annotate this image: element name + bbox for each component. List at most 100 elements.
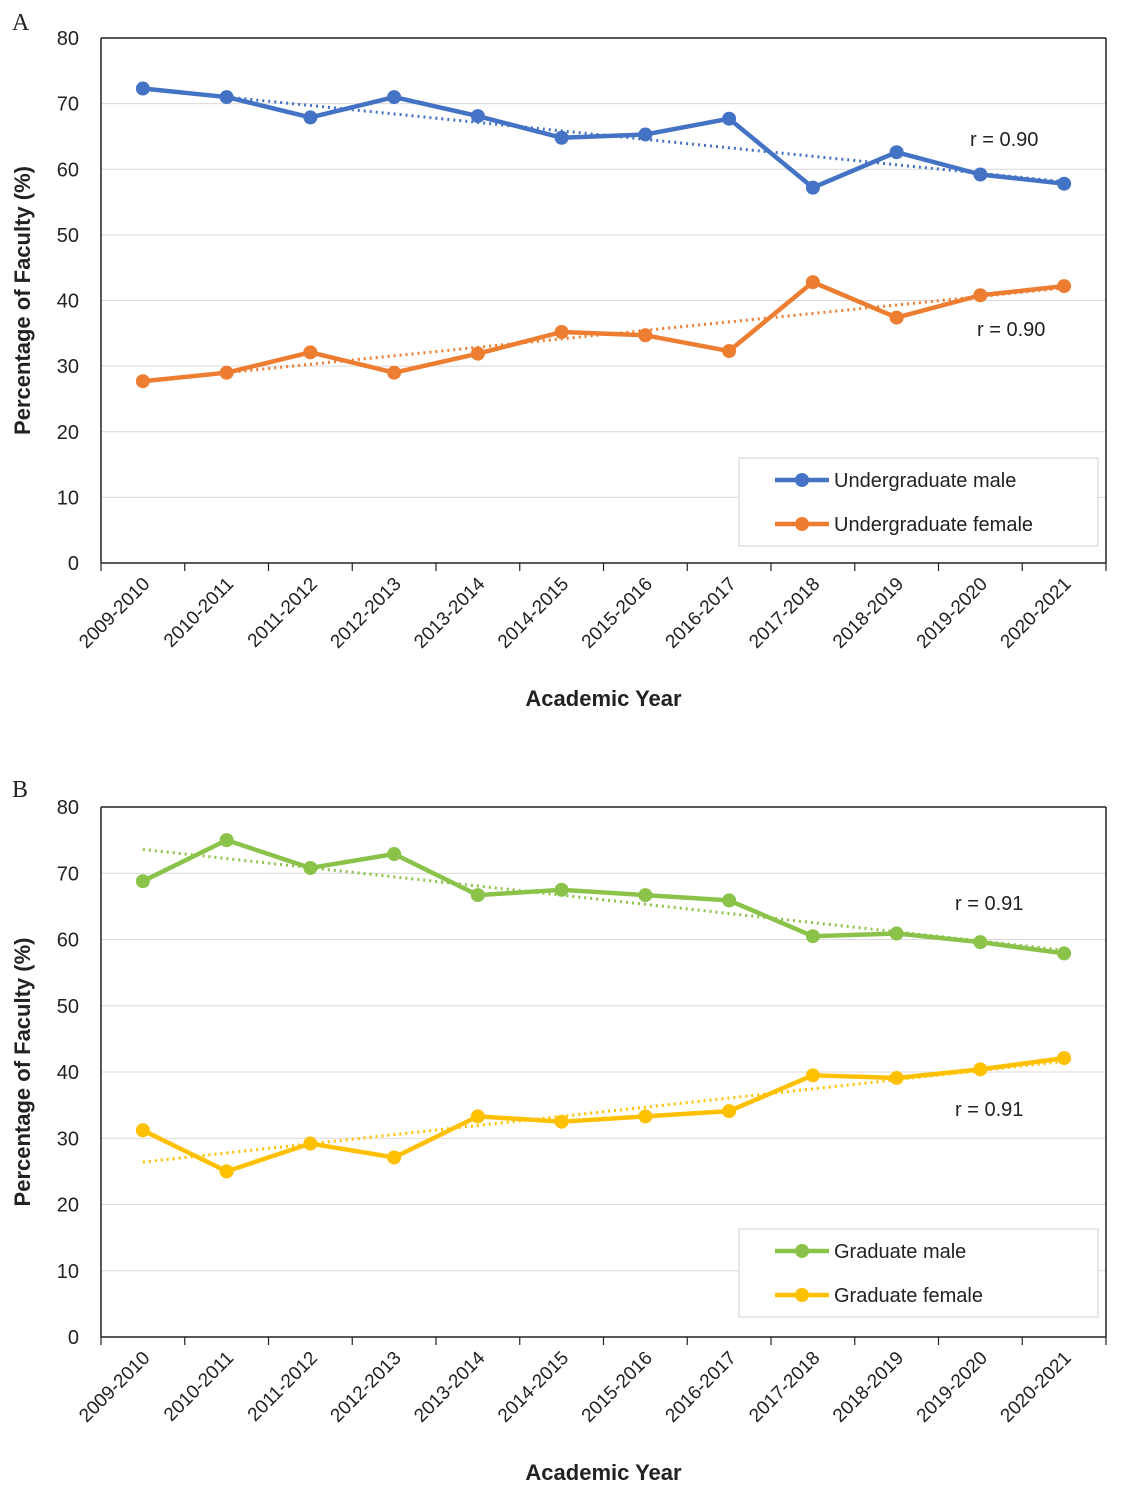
legend-swatch-marker xyxy=(795,517,809,531)
data-point-male xyxy=(889,145,904,160)
x-tick-label: 2012-2013 xyxy=(327,1348,406,1427)
data-point-male xyxy=(303,110,318,125)
data-point-male xyxy=(889,926,904,941)
data-point-male xyxy=(1057,946,1072,961)
data-point-male xyxy=(554,882,569,897)
y-tick-label: 80 xyxy=(57,28,79,50)
data-point-female xyxy=(1057,1051,1072,1066)
y-tick-label: 60 xyxy=(57,930,79,952)
x-tick-label: 2013-2014 xyxy=(410,1347,489,1426)
chart-a-svg: A 0 10 20 30 40 50 60 70 80 2009-2010 2010-2011 2011… xyxy=(10,10,1107,711)
x-axis-title: Academic Year xyxy=(525,1460,682,1485)
y-tick-label: 30 xyxy=(57,356,79,378)
data-point-male xyxy=(805,180,820,195)
data-point-male xyxy=(973,935,988,950)
data-point-female xyxy=(638,328,653,343)
correlation-annotation: r = 0.90 xyxy=(977,319,1045,341)
y-tick-label: 0 xyxy=(68,1327,79,1349)
data-point-male xyxy=(554,130,569,145)
data-point-male xyxy=(219,90,234,105)
data-point-male xyxy=(722,111,737,126)
data-point-male xyxy=(470,109,485,124)
correlation-annotation: r = 0.91 xyxy=(955,893,1023,915)
y-axis-title: Percentage of Faculty (%) xyxy=(10,938,35,1207)
x-tick-label: 2011-2012 xyxy=(244,1348,322,1426)
legend-label: Undergraduate male xyxy=(834,470,1016,492)
x-tick-label: 2010-2011 xyxy=(160,574,238,652)
x-tick-label: 2013-2014 xyxy=(410,573,489,652)
x-tick-label: 2014-2015 xyxy=(494,1348,573,1427)
data-point-female xyxy=(135,1123,150,1138)
data-point-male xyxy=(470,888,485,903)
data-point-male xyxy=(303,860,318,875)
legend-box xyxy=(738,1228,1099,1318)
data-point-male xyxy=(387,847,402,862)
x-tick-label: 2020-2021 xyxy=(997,1348,1076,1427)
legend-label: Graduate female xyxy=(834,1285,983,1307)
data-point-male xyxy=(638,127,653,142)
y-tick-label: 20 xyxy=(57,1195,79,1217)
data-point-male xyxy=(387,90,402,105)
data-point-female xyxy=(638,1109,653,1124)
y-tick-label: 70 xyxy=(57,94,79,116)
y-tick-label: 50 xyxy=(57,225,79,247)
data-point-female xyxy=(470,346,485,361)
x-tick-label: 2016-2017 xyxy=(662,1348,741,1427)
trendline-male xyxy=(142,847,1065,952)
x-tick-label: 2019-2020 xyxy=(913,1348,992,1427)
x-tick-label: 2015-2016 xyxy=(578,574,657,653)
data-point-female xyxy=(889,1070,904,1085)
data-point-female xyxy=(303,1136,318,1151)
data-point-female xyxy=(722,1104,737,1119)
y-tick-label: 40 xyxy=(57,291,79,313)
data-point-female xyxy=(554,325,569,339)
y-tick-label: 0 xyxy=(68,553,79,575)
x-tick-label: 2017-2018 xyxy=(745,1348,824,1427)
x-tick-label: 2012-2013 xyxy=(327,574,406,653)
series-line-female xyxy=(141,1055,1065,1174)
data-point-female xyxy=(973,1062,988,1077)
x-axis-title: Academic Year xyxy=(525,686,682,711)
data-point-female xyxy=(973,288,988,303)
legend-swatch-marker xyxy=(795,1288,809,1302)
y-tick-label: 10 xyxy=(57,487,79,509)
data-point-male xyxy=(973,167,988,182)
data-point-male xyxy=(638,888,653,903)
x-tick-label: 2020-2021 xyxy=(997,574,1076,653)
x-tick-label: 2015-2016 xyxy=(578,1348,657,1427)
data-point-female xyxy=(135,374,150,389)
data-point-female xyxy=(722,344,737,359)
x-tick-label: 2011-2012 xyxy=(244,574,322,652)
y-tick-label: 40 xyxy=(57,1062,79,1084)
legend-label: Graduate male xyxy=(834,1241,966,1263)
series-line-male xyxy=(142,86,1065,190)
chart-b-svg: B 0 10 20 30 40 50 60 70 80 2009-2010 2010-2011 2011… xyxy=(10,777,1107,1485)
data-point-female xyxy=(1057,279,1072,294)
data-point-female xyxy=(805,1068,820,1083)
y-tick-label: 30 xyxy=(57,1128,79,1150)
data-point-female xyxy=(387,1150,402,1165)
legend-label: Undergraduate female xyxy=(834,514,1033,536)
data-point-female xyxy=(805,275,820,290)
data-point-male xyxy=(722,893,737,908)
y-tick-label: 10 xyxy=(57,1261,79,1283)
panel-letter: B xyxy=(12,777,28,803)
data-point-female xyxy=(387,365,402,380)
x-tick-label: 2018-2019 xyxy=(829,1348,908,1427)
x-tick-label: 2019-2020 xyxy=(913,574,992,653)
data-point-male xyxy=(805,929,820,944)
y-tick-label: 70 xyxy=(57,863,79,885)
data-point-male xyxy=(135,874,150,889)
chart-panel-a: A 0 10 20 30 40 50 60 70 80 2009-2010 2010-2011 2011… xyxy=(10,10,1107,711)
x-tick-label: 2009-2010 xyxy=(75,574,154,653)
y-tick-label: 50 xyxy=(57,996,79,1018)
data-point-female xyxy=(219,1164,234,1179)
x-tick-label: 2017-2018 xyxy=(745,574,824,653)
series-line-male xyxy=(141,837,1065,956)
data-point-female xyxy=(470,1109,485,1124)
y-tick-label: 60 xyxy=(57,159,79,181)
data-point-male xyxy=(219,833,234,848)
correlation-annotation: r = 0.90 xyxy=(970,129,1038,151)
legend-box xyxy=(738,457,1099,547)
series-line-female xyxy=(142,279,1065,384)
